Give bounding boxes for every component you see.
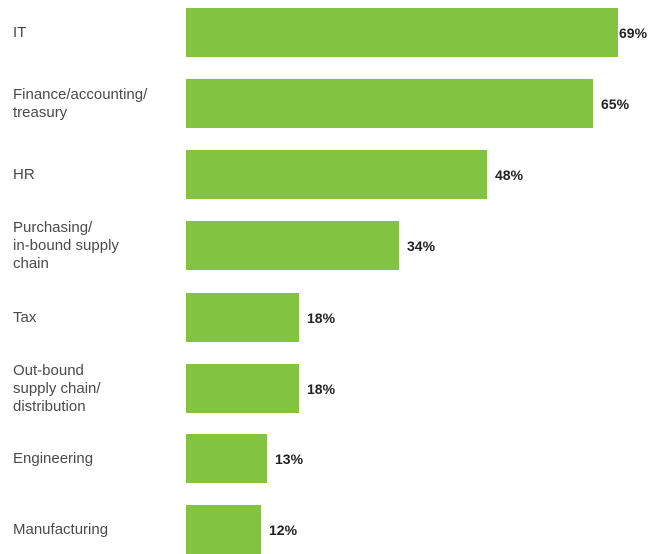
category-label: HR bbox=[13, 165, 35, 183]
value-label: 34% bbox=[407, 237, 436, 254]
category-label: Finance/accounting/ treasury bbox=[13, 85, 148, 121]
category-label: Out-bound supply chain/ distribution bbox=[13, 361, 101, 415]
value-label: 12% bbox=[269, 521, 298, 538]
category-label: Tax bbox=[13, 308, 37, 326]
bar bbox=[186, 505, 261, 554]
category-label: IT bbox=[13, 23, 27, 41]
bar bbox=[186, 150, 487, 199]
value-label: 65% bbox=[601, 95, 630, 112]
bar bbox=[186, 293, 299, 342]
value-label: 18% bbox=[307, 309, 336, 326]
value-label: 13% bbox=[275, 450, 304, 467]
bar bbox=[186, 364, 299, 413]
category-label: Engineering bbox=[13, 449, 94, 467]
value-label: 69% bbox=[619, 24, 648, 41]
bar bbox=[186, 434, 267, 483]
bar bbox=[186, 221, 399, 270]
bar bbox=[186, 79, 593, 128]
category-label: Purchasing/ in-bound supply chain bbox=[13, 218, 119, 272]
category-label: Manufacturing bbox=[13, 520, 109, 538]
value-label: 18% bbox=[307, 380, 336, 397]
bar bbox=[186, 8, 618, 57]
value-label: 48% bbox=[495, 166, 524, 183]
